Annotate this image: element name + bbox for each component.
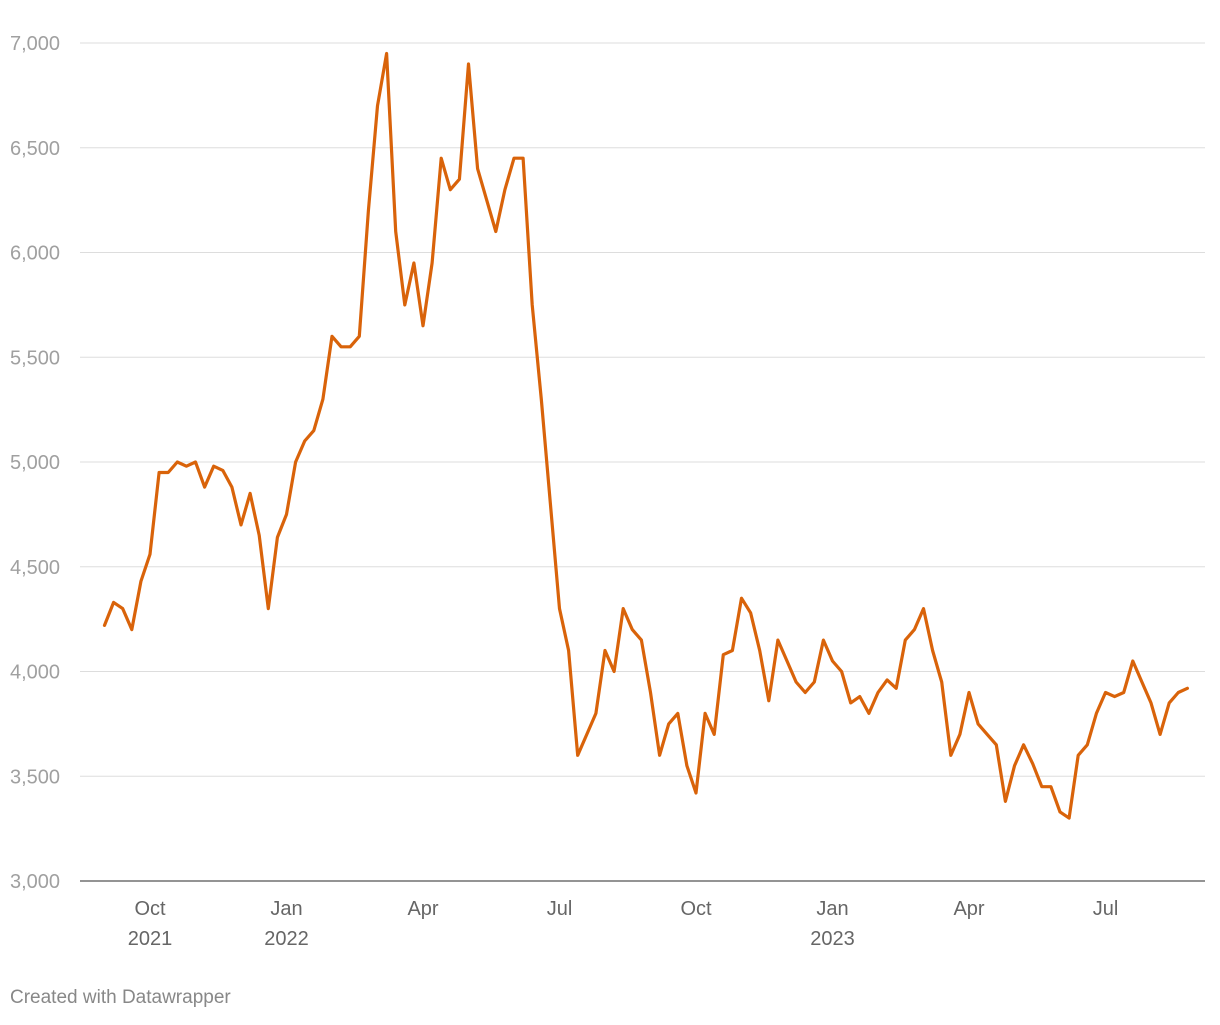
- x-tick-year: 2022: [264, 928, 309, 950]
- footer: Created with Datawrapper: [10, 987, 231, 1008]
- x-tick-label: Jul: [547, 898, 573, 920]
- y-tick-label: 5,500: [10, 347, 60, 369]
- y-tick-label: 7,000: [10, 33, 60, 55]
- y-tick-label: 6,000: [10, 243, 60, 265]
- x-tick-label: Jan: [270, 898, 302, 920]
- line: [102, 51, 1189, 820]
- x-tick-year: 2021: [128, 928, 173, 950]
- x-tick-year: 2023: [810, 928, 855, 950]
- x-tick-label: Jan: [816, 898, 848, 920]
- x-tick-label: Oct: [134, 898, 166, 920]
- y-tick-label: 3,500: [10, 766, 60, 788]
- y-tick-label: 5,000: [10, 452, 60, 474]
- y-tick-label: 4,500: [10, 557, 60, 579]
- x-tick-label: Apr: [953, 898, 984, 920]
- x-tick-label: Oct: [680, 898, 712, 920]
- x-tick-label: Apr: [407, 898, 438, 920]
- x-tick-label: Jul: [1093, 898, 1119, 920]
- y-tick-label: 3,000: [10, 871, 60, 893]
- y-tick-label: 4,000: [10, 662, 60, 684]
- y-tick-label: 6,500: [10, 138, 60, 160]
